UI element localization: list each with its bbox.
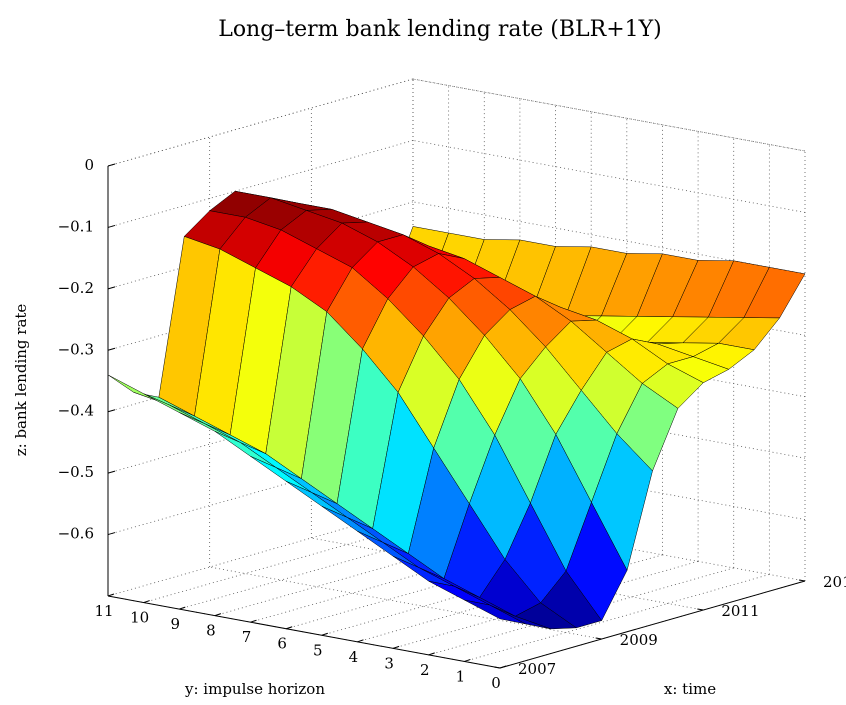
tick-mark <box>286 626 293 630</box>
tick-mark <box>697 608 704 611</box>
y-tick-label: 3 <box>384 654 394 672</box>
tick-mark <box>107 163 116 167</box>
grid-line <box>107 201 414 290</box>
z-tick-label: −0.6 <box>58 525 94 543</box>
y-tick-label: 11 <box>94 602 113 620</box>
tick-mark <box>107 593 115 597</box>
tick-mark <box>250 619 257 623</box>
grid-line <box>412 78 806 152</box>
grid-line <box>209 566 602 640</box>
z-tick-label: 0 <box>84 156 94 174</box>
tick-mark <box>107 470 116 474</box>
tick-mark <box>107 347 116 351</box>
chart-title: Long–term bank lending rate (BLR+1Y) <box>218 17 662 42</box>
tick-mark <box>107 224 116 228</box>
tick-mark <box>321 632 328 636</box>
tick-mark <box>107 409 116 413</box>
y-tick-label: 6 <box>277 635 287 653</box>
surface-patch <box>464 599 526 625</box>
grid-line <box>412 201 806 275</box>
x-axis-label: x: time <box>664 680 716 698</box>
tick-mark <box>143 600 150 604</box>
y-tick-label: 9 <box>170 615 180 633</box>
y-tick-label: 2 <box>420 661 430 679</box>
grid-line <box>428 567 734 656</box>
grid-line <box>311 537 704 611</box>
z-axis-label: z: bank lending rate <box>12 304 30 457</box>
y-tick-label: 0 <box>491 674 501 692</box>
y-tick-label: 10 <box>130 609 149 627</box>
z-tick-label: −0.2 <box>58 279 94 297</box>
grid-line <box>107 140 414 228</box>
tick-mark <box>392 645 400 649</box>
axis-line <box>499 580 806 669</box>
grid-line <box>464 574 770 662</box>
x-tick-label: 2007 <box>518 660 556 678</box>
y-tick-label: 5 <box>313 641 323 659</box>
z-tick-label: −0.4 <box>58 402 94 420</box>
grid-line <box>107 78 414 167</box>
tick-mark <box>179 606 186 610</box>
x-tick-label: 2013 <box>823 573 846 591</box>
z-tick-label: −0.5 <box>58 463 94 481</box>
tick-mark <box>428 652 435 656</box>
y-axis-label: y: impulse horizon <box>184 680 325 698</box>
tick-mark <box>107 532 116 536</box>
z-tick-label: −0.1 <box>58 217 94 235</box>
tick-mark <box>798 579 806 582</box>
y-tick-label: 4 <box>349 648 359 666</box>
grid-line <box>392 560 699 649</box>
y-tick-label: 8 <box>206 622 216 640</box>
x-tick-label: 2009 <box>620 631 658 649</box>
tick-mark <box>464 658 471 662</box>
y-tick-label: 7 <box>242 628 252 646</box>
tick-mark <box>107 286 116 290</box>
x-tick-label: 2011 <box>721 602 759 620</box>
tick-mark <box>595 637 602 640</box>
grid-line <box>412 78 806 152</box>
tick-mark <box>499 665 507 669</box>
tick-mark <box>357 639 364 643</box>
z-tick-label: −0.3 <box>58 340 94 358</box>
y-tick-label: 1 <box>456 667 466 685</box>
axis-line <box>107 595 501 669</box>
tick-mark <box>214 613 222 617</box>
grid-line <box>412 140 806 213</box>
tick-mark <box>493 666 501 669</box>
